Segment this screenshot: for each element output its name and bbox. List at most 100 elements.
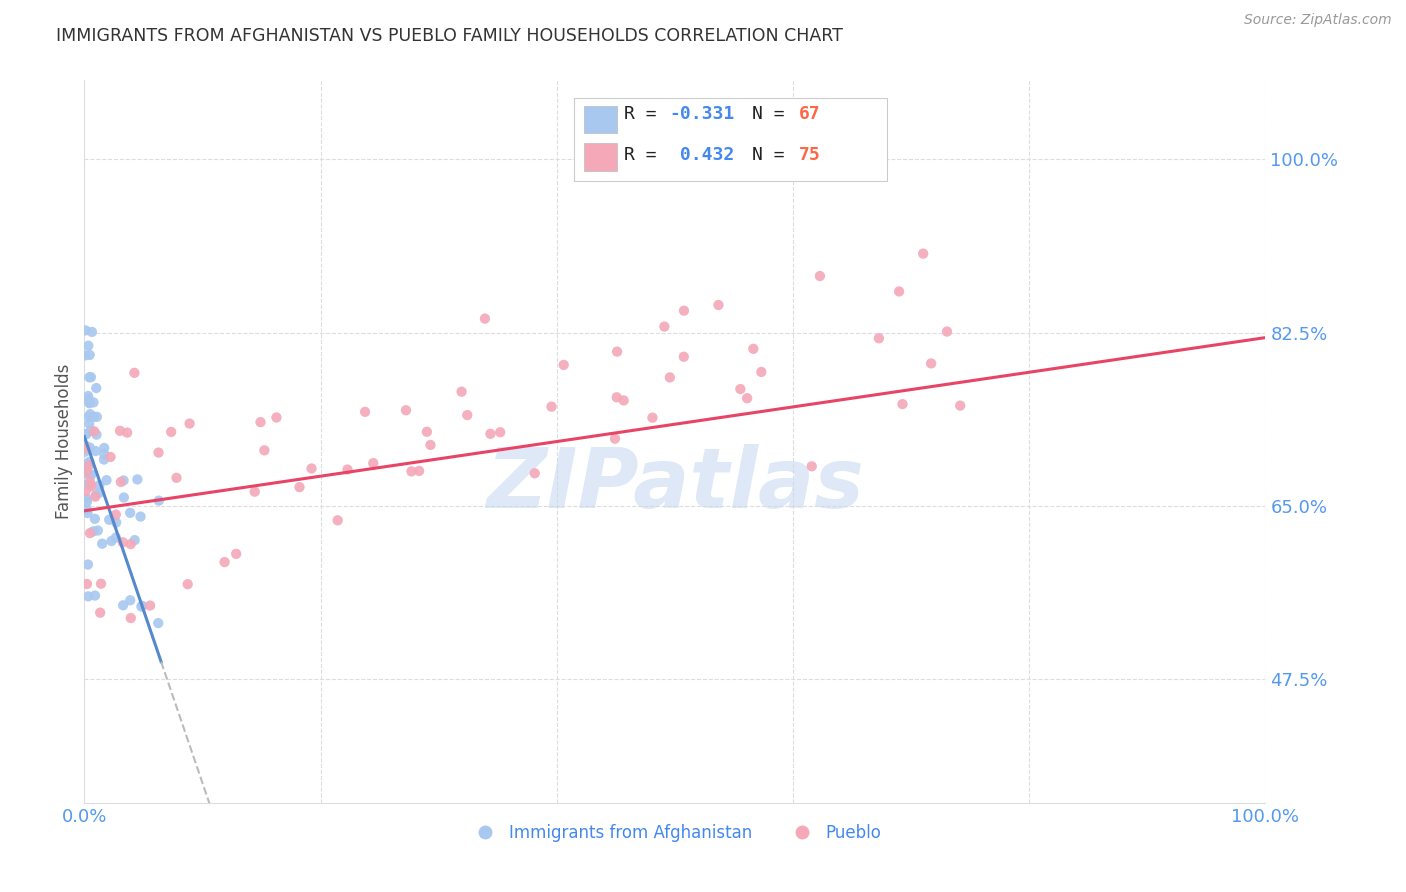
- Point: [641, 410, 664, 425]
- Point: [249, 415, 271, 429]
- Point: [79, 478, 101, 492]
- Point: [89, 478, 111, 492]
- Point: [354, 405, 377, 419]
- Point: [76, 577, 98, 591]
- Point: [89, 606, 111, 620]
- Point: [75, 484, 97, 499]
- Point: [131, 599, 153, 613]
- Point: [93, 447, 115, 461]
- Point: [129, 509, 152, 524]
- Point: [79, 348, 101, 362]
- Point: [176, 577, 198, 591]
- Point: [214, 555, 236, 569]
- Point: [936, 325, 959, 339]
- Point: [912, 246, 935, 260]
- Point: [75, 323, 97, 337]
- Point: [148, 445, 170, 459]
- Point: [749, 365, 772, 379]
- Point: [77, 409, 100, 424]
- Point: [166, 471, 188, 485]
- Point: [77, 392, 100, 406]
- Point: [131, 599, 153, 614]
- Point: [127, 472, 149, 486]
- Point: [336, 462, 359, 476]
- Point: [672, 303, 695, 318]
- Point: [84, 589, 107, 603]
- Text: R =: R =: [624, 145, 668, 164]
- Point: [361, 456, 384, 470]
- Point: [266, 410, 288, 425]
- Point: [84, 444, 107, 458]
- Point: [75, 439, 97, 453]
- Point: [920, 356, 942, 370]
- Point: [111, 535, 134, 549]
- Point: [84, 381, 107, 395]
- Point: [80, 479, 103, 493]
- Point: [100, 533, 122, 548]
- Point: [672, 350, 695, 364]
- Point: [96, 473, 118, 487]
- Point: [606, 390, 628, 404]
- Point: [450, 384, 472, 399]
- Point: [80, 370, 103, 384]
- Point: [868, 331, 890, 345]
- Point: [83, 512, 105, 526]
- Point: [79, 441, 101, 455]
- Text: -0.331: -0.331: [669, 105, 734, 123]
- Point: [120, 506, 142, 520]
- Point: [90, 576, 112, 591]
- Point: [253, 443, 276, 458]
- Text: 67: 67: [799, 105, 821, 123]
- Point: [77, 389, 100, 403]
- Point: [79, 395, 101, 409]
- Point: [79, 396, 101, 410]
- Point: [79, 455, 101, 469]
- Point: [735, 391, 758, 405]
- Point: [474, 311, 496, 326]
- Point: [91, 537, 114, 551]
- Point: [120, 537, 142, 551]
- Point: [76, 506, 98, 520]
- Point: [139, 599, 162, 613]
- Point: [83, 395, 105, 409]
- Point: [479, 426, 502, 441]
- Point: [84, 488, 107, 502]
- Y-axis label: Family Households: Family Households: [55, 364, 73, 519]
- Text: IMMIGRANTS FROM AFGHANISTAN VS PUEBLO FAMILY HOUSEHOLDS CORRELATION CHART: IMMIGRANTS FROM AFGHANISTAN VS PUEBLO FA…: [56, 27, 844, 45]
- Point: [100, 450, 122, 464]
- Point: [124, 366, 146, 380]
- FancyBboxPatch shape: [583, 105, 617, 133]
- Point: [86, 409, 108, 424]
- Point: [104, 508, 127, 522]
- Point: [76, 457, 98, 471]
- Point: [115, 425, 138, 440]
- Point: [79, 526, 101, 541]
- Point: [87, 524, 110, 538]
- Point: [654, 319, 676, 334]
- Point: [489, 425, 512, 440]
- Point: [120, 611, 142, 625]
- Point: [148, 493, 170, 508]
- Text: N =: N =: [752, 145, 796, 164]
- Point: [84, 490, 107, 504]
- Point: [83, 425, 105, 439]
- Point: [110, 475, 132, 489]
- Point: [124, 533, 146, 548]
- Point: [160, 425, 183, 439]
- Point: [89, 485, 111, 500]
- Text: R =: R =: [624, 105, 668, 123]
- Point: [108, 424, 131, 438]
- Point: [79, 370, 101, 384]
- Point: [105, 516, 128, 530]
- Point: [83, 409, 105, 424]
- Point: [104, 531, 127, 545]
- Point: [658, 370, 681, 384]
- Point: [707, 298, 730, 312]
- Point: [82, 524, 104, 539]
- Point: [112, 599, 135, 613]
- FancyBboxPatch shape: [583, 143, 617, 170]
- Point: [73, 348, 96, 362]
- Point: [613, 393, 636, 408]
- Point: [73, 427, 96, 442]
- Point: [225, 547, 247, 561]
